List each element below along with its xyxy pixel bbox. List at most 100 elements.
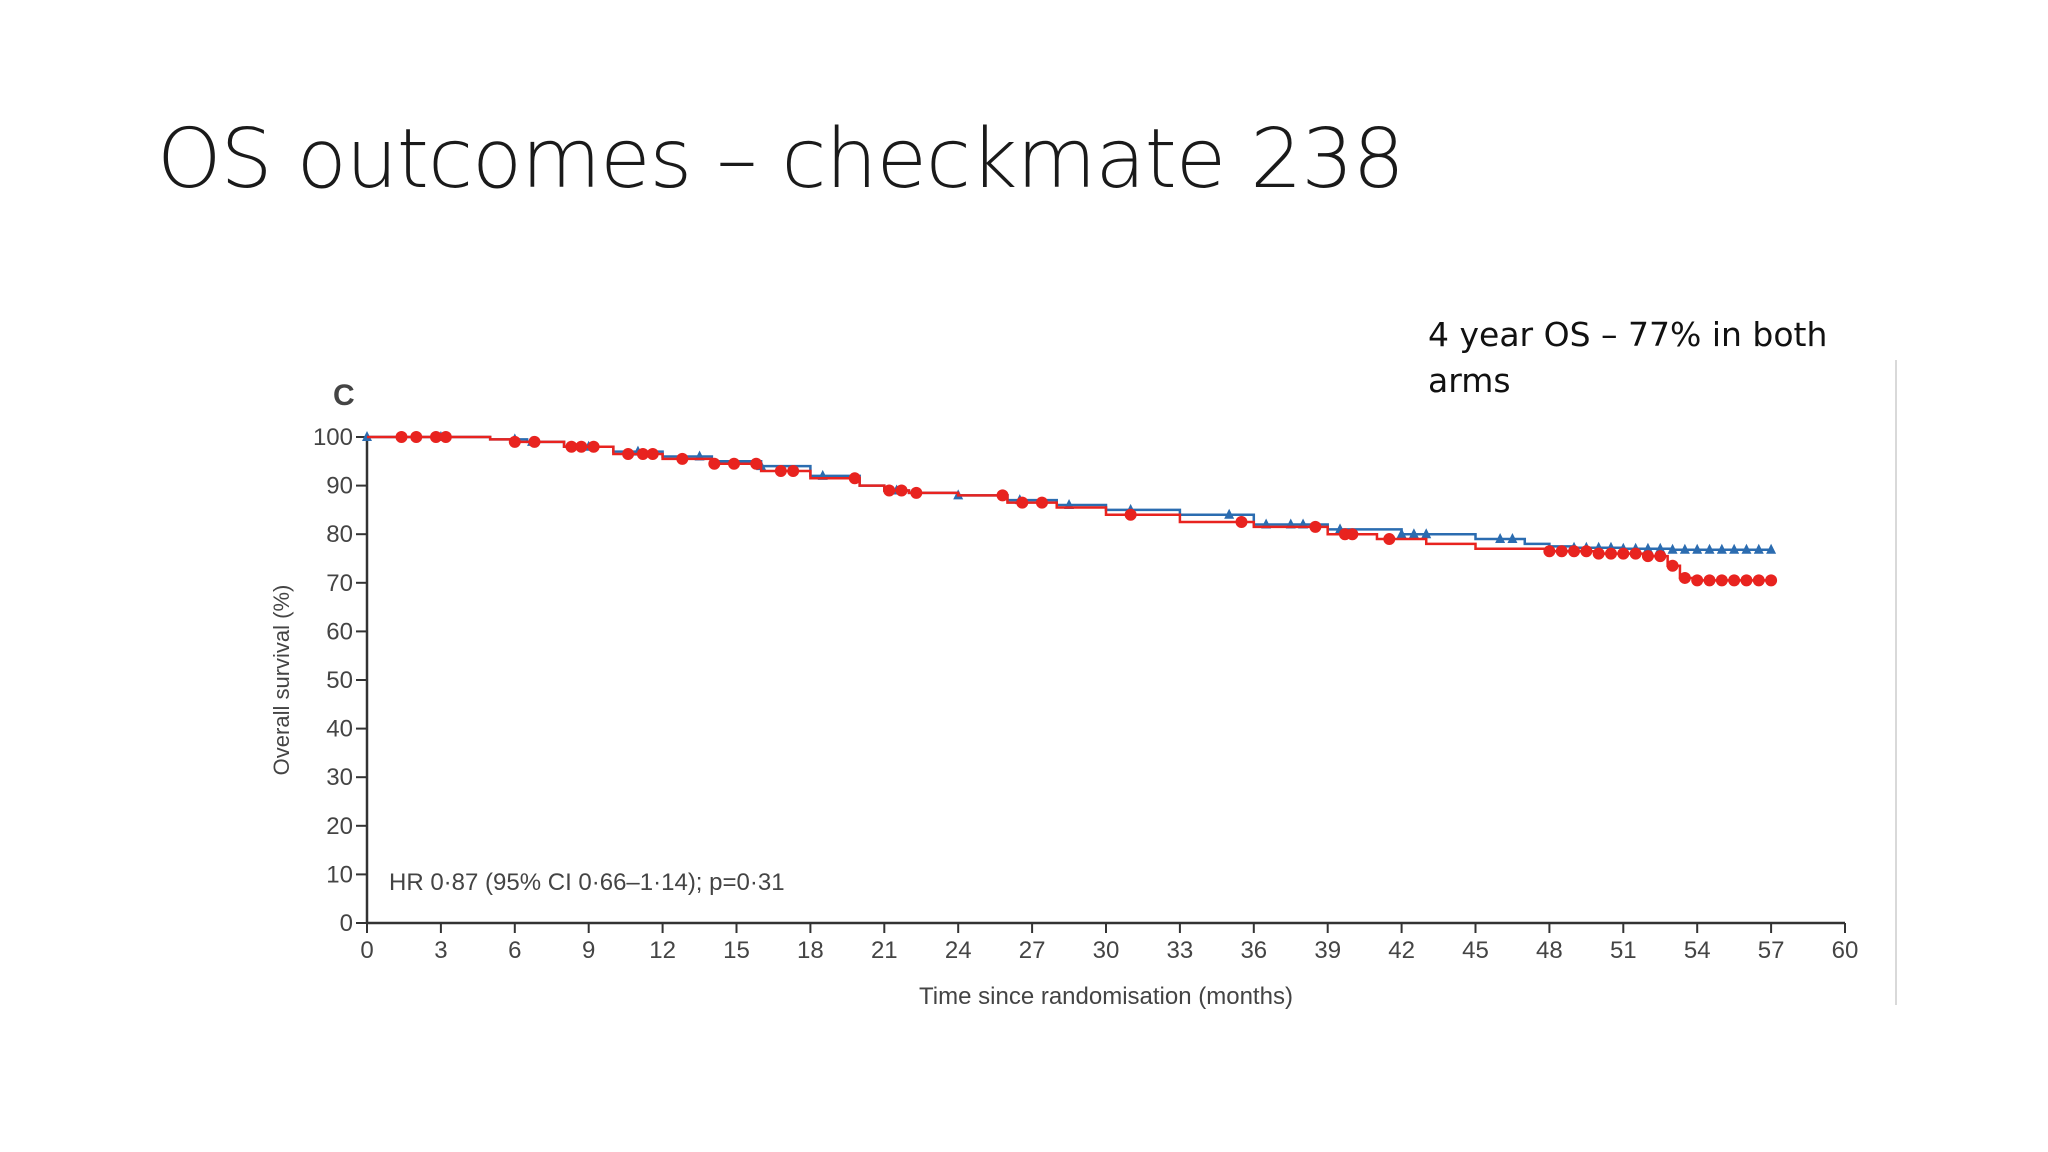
censor-marker-1 bbox=[1667, 543, 1678, 554]
censor-marker-2 bbox=[439, 431, 452, 443]
censor-marker-2 bbox=[528, 435, 541, 448]
figure-divider bbox=[1895, 360, 1897, 1005]
censor-marker-1 bbox=[1716, 543, 1727, 554]
censor-marker-2 bbox=[1346, 528, 1359, 541]
censor-marker-2 bbox=[395, 431, 408, 443]
y-axis-label: Overall survival (%) bbox=[269, 585, 294, 776]
y-tick-label: 80 bbox=[326, 521, 353, 548]
panel-label: C bbox=[333, 379, 355, 412]
censor-marker-1 bbox=[1507, 533, 1518, 544]
x-tick-label: 57 bbox=[1758, 937, 1785, 964]
censor-marker-2 bbox=[774, 465, 787, 478]
censor-marker-2 bbox=[1678, 571, 1691, 584]
y-tick-label: 40 bbox=[326, 716, 353, 743]
censor-marker-2 bbox=[1555, 545, 1568, 558]
y-tick-label: 20 bbox=[326, 813, 353, 840]
censor-marker-2 bbox=[1703, 574, 1716, 587]
censor-marker-1 bbox=[1692, 543, 1703, 554]
censor-marker-2 bbox=[565, 440, 578, 453]
slide-title: OS outcomes – checkmate 238 bbox=[157, 112, 1405, 207]
censor-marker-2 bbox=[910, 486, 923, 499]
censor-marker-2 bbox=[750, 457, 763, 470]
y-tick-label: 100 bbox=[313, 424, 353, 451]
censor-marker-2 bbox=[1740, 574, 1753, 587]
chart-text: 0 3 6 9 12 15 18 21 24 27 30 33 36 39 42 45 48 51 54 57 6001… bbox=[269, 379, 1858, 1010]
censor-marker-1 bbox=[1408, 528, 1419, 539]
censor-marker-2 bbox=[1752, 574, 1765, 587]
censor-marker-2 bbox=[1016, 496, 1029, 509]
x-tick-label: 27 bbox=[1019, 937, 1046, 964]
censor-marker-2 bbox=[575, 440, 588, 453]
censor-marker-1 bbox=[1679, 543, 1690, 554]
censor-marker-2 bbox=[1654, 550, 1667, 563]
censor-marker-2 bbox=[848, 472, 861, 485]
censor-marker-2 bbox=[1691, 574, 1704, 587]
x-tick-label: 54 bbox=[1684, 937, 1711, 964]
censor-marker-2 bbox=[1604, 547, 1617, 560]
censor-marker-2 bbox=[708, 457, 721, 470]
censor-marker-2 bbox=[1580, 545, 1593, 558]
x-tick-label: 6 bbox=[508, 937, 521, 964]
x-tick-label: 45 bbox=[1462, 937, 1489, 964]
censor-marker-2 bbox=[508, 435, 521, 448]
x-tick-label: 18 bbox=[797, 937, 824, 964]
censor-marker-2 bbox=[676, 452, 689, 465]
survival-curve-2 bbox=[367, 435, 1772, 582]
survival-curve-1 bbox=[367, 435, 1772, 552]
x-tick-label: 0 bbox=[360, 937, 373, 964]
censor-marker-1 bbox=[1729, 543, 1740, 554]
censor-marker-2 bbox=[646, 448, 659, 461]
censor-marker-2 bbox=[1543, 545, 1556, 558]
x-tick-label: 42 bbox=[1388, 937, 1415, 964]
y-tick-label: 90 bbox=[326, 473, 353, 500]
y-tick-label: 10 bbox=[326, 861, 353, 888]
censor-marker-1 bbox=[1655, 542, 1666, 553]
censor-marker-2 bbox=[1629, 547, 1642, 560]
x-tick-label: 60 bbox=[1832, 937, 1859, 964]
y-tick-label: 60 bbox=[326, 618, 353, 645]
x-axis-label: Time since randomisation (months) bbox=[919, 983, 1293, 1010]
x-tick-label: 12 bbox=[649, 937, 676, 964]
censor-marker-2 bbox=[1715, 574, 1728, 587]
x-tick-label: 30 bbox=[1093, 937, 1120, 964]
censor-marker-1 bbox=[1753, 543, 1764, 554]
hazard-ratio-annotation: HR 0·87 (95% CI 0·66–1·14); p=0·31 bbox=[389, 869, 785, 896]
x-tick-label: 36 bbox=[1240, 937, 1267, 964]
censor-marker-2 bbox=[1235, 516, 1248, 529]
censor-marker-2 bbox=[996, 489, 1009, 502]
censor-marker-1 bbox=[1396, 528, 1407, 539]
series-layer bbox=[362, 431, 1778, 587]
y-tick-label: 50 bbox=[326, 667, 353, 694]
censor-marker-2 bbox=[1728, 574, 1741, 587]
censor-marker-2 bbox=[410, 431, 423, 443]
x-tick-label: 21 bbox=[871, 937, 898, 964]
censor-marker-2 bbox=[636, 448, 649, 461]
censor-marker-1 bbox=[1642, 542, 1653, 553]
x-tick-label: 39 bbox=[1314, 937, 1341, 964]
censor-marker-2 bbox=[1617, 547, 1630, 560]
censor-marker-1 bbox=[1704, 543, 1715, 554]
censor-marker-2 bbox=[1124, 508, 1137, 521]
censor-marker-2 bbox=[587, 440, 600, 453]
censor-marker-2 bbox=[622, 448, 635, 461]
annotation-line-1: 4 year OS – 77% in both bbox=[1428, 315, 1828, 354]
censor-marker-2 bbox=[1383, 533, 1396, 546]
censor-marker-2 bbox=[1765, 574, 1778, 587]
censor-marker-2 bbox=[1666, 559, 1679, 572]
censor-marker-2 bbox=[429, 431, 442, 443]
censor-marker-2 bbox=[883, 484, 896, 497]
y-tick-label: 30 bbox=[326, 764, 353, 791]
x-tick-label: 33 bbox=[1167, 937, 1194, 964]
censor-marker-2 bbox=[895, 484, 908, 497]
y-tick-label: 70 bbox=[326, 570, 353, 597]
censor-marker-1 bbox=[1421, 528, 1432, 539]
censor-marker-2 bbox=[1568, 545, 1581, 558]
annotation-line-2: arms bbox=[1428, 361, 1511, 400]
censor-marker-2 bbox=[728, 457, 741, 470]
censor-marker-2 bbox=[1641, 550, 1654, 563]
censor-marker-2 bbox=[1309, 520, 1322, 533]
censor-marker-2 bbox=[787, 465, 800, 478]
censor-marker-1 bbox=[1495, 533, 1506, 544]
censor-marker-2 bbox=[1592, 547, 1605, 560]
